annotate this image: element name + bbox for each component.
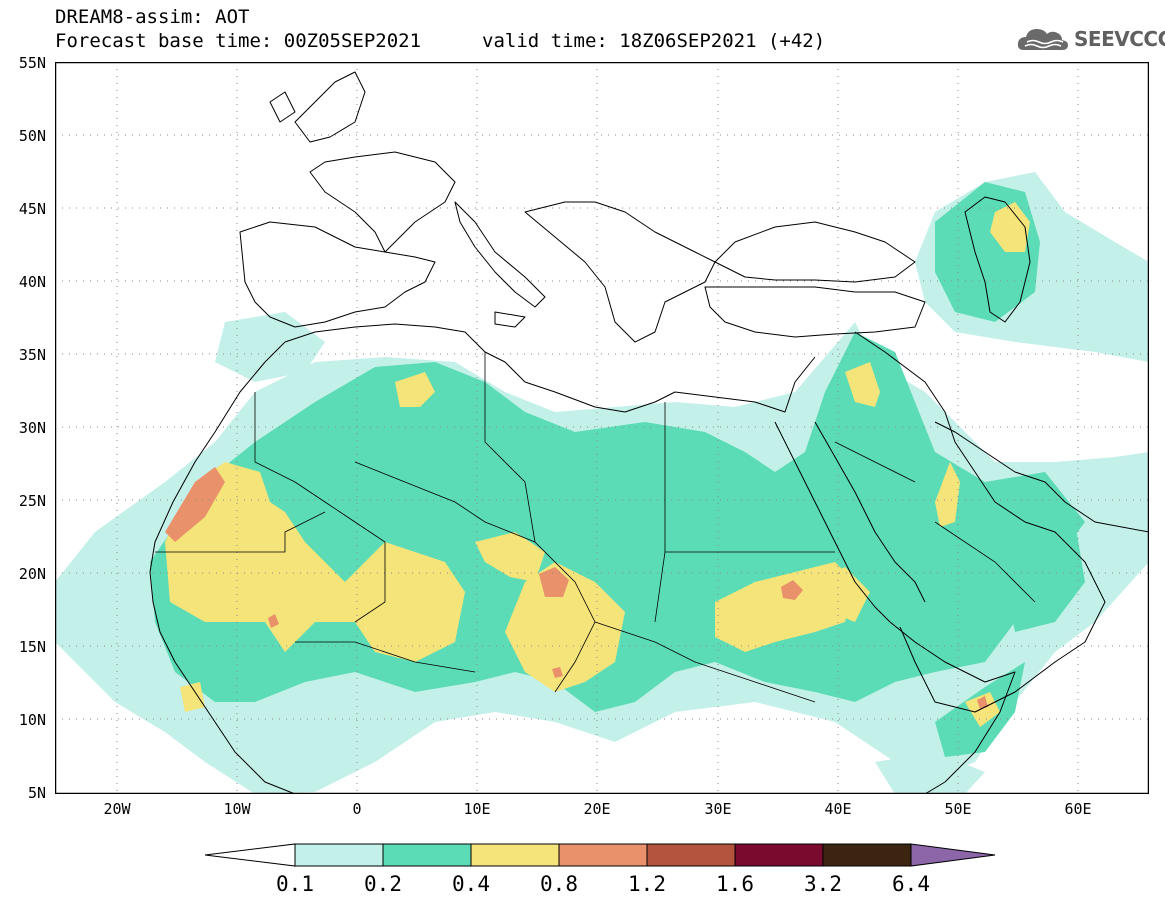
lon-label-40e: 40E bbox=[824, 800, 852, 818]
colorbar-swatch-2 bbox=[382, 843, 472, 867]
aot-contour-04 bbox=[165, 467, 988, 709]
colorbar-label-1.2: 1.2 bbox=[628, 872, 666, 896]
colorbar-label-0.1: 0.1 bbox=[276, 872, 314, 896]
colorbar-label-6.4: 6.4 bbox=[892, 872, 930, 896]
lat-label-40n: 40N bbox=[18, 273, 46, 291]
cloud-icon bbox=[1017, 29, 1068, 50]
colorbar-label-3.2: 3.2 bbox=[804, 872, 842, 896]
colorbar-swatch-6 bbox=[734, 843, 824, 867]
lon-label-20e: 20E bbox=[583, 800, 611, 818]
valid-time: valid time: 18Z06SEP2021 (+42) bbox=[482, 30, 826, 52]
colorbar-label-0.8: 0.8 bbox=[540, 872, 578, 896]
lon-label-20w: 20W bbox=[103, 800, 131, 818]
lon-label-10w: 10W bbox=[223, 800, 251, 818]
lat-label-20n: 20N bbox=[18, 565, 46, 583]
colorbar-over-triangle bbox=[910, 843, 996, 867]
logo-text: SEEVCCC bbox=[1074, 27, 1165, 51]
colorbar-label-0.4: 0.4 bbox=[452, 872, 490, 896]
lat-label-5n: 5N bbox=[27, 784, 46, 802]
map-title: DREAM8-assim: AOT bbox=[55, 6, 250, 28]
lon-label-0: 0 bbox=[352, 800, 362, 818]
lon-label-50e: 50E bbox=[944, 800, 972, 818]
map-frame bbox=[55, 62, 1149, 794]
lat-label-35n: 35N bbox=[18, 346, 46, 364]
lat-label-25n: 25N bbox=[18, 492, 46, 510]
lat-label-50n: 50N bbox=[18, 127, 46, 145]
lon-label-30e: 30E bbox=[704, 800, 732, 818]
colorbar-swatch-1 bbox=[294, 843, 384, 867]
lon-label-10e: 10E bbox=[463, 800, 491, 818]
graticule bbox=[55, 62, 1149, 794]
colorbar-label-1.6: 1.6 bbox=[716, 872, 754, 896]
lat-label-45n: 45N bbox=[18, 200, 46, 218]
lat-label-10n: 10N bbox=[18, 711, 46, 729]
lon-label-60e: 60E bbox=[1064, 800, 1092, 818]
colorbar bbox=[205, 843, 996, 867]
aot-map bbox=[55, 62, 1149, 794]
colorbar-swatch-4 bbox=[558, 843, 648, 867]
lat-label-15n: 15N bbox=[18, 638, 46, 656]
colorbar-under-triangle bbox=[205, 843, 296, 867]
seevccc-logo: SEEVCCC bbox=[1016, 22, 1165, 56]
aot-contour-03 bbox=[165, 202, 1030, 727]
country-borders bbox=[155, 352, 1036, 703]
lat-label-55n: 55N bbox=[18, 54, 46, 72]
colorbar-swatch-5 bbox=[646, 843, 736, 867]
colorbar-swatch-7 bbox=[822, 843, 912, 867]
lat-label-30n: 30N bbox=[18, 419, 46, 437]
colorbar-swatch-3 bbox=[470, 843, 560, 867]
colorbar-label-0.2: 0.2 bbox=[364, 872, 402, 896]
coastlines bbox=[149, 71, 1149, 794]
forecast-base-time: Forecast base time: 00Z05SEP2021 bbox=[55, 30, 422, 52]
